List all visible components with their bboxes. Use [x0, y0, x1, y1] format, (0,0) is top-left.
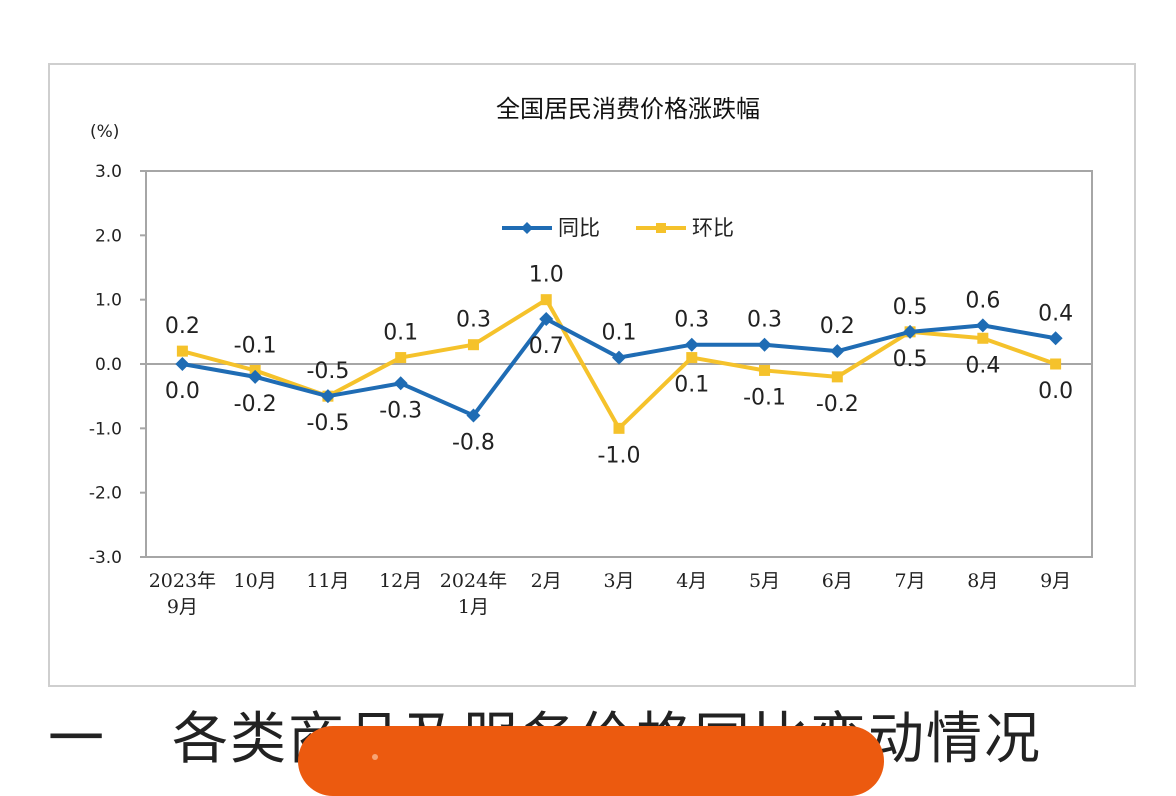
yoy-point-marker	[612, 350, 626, 365]
mom-data-label: 0.3	[456, 308, 491, 333]
yoy-point-marker	[830, 344, 845, 359]
mom-point-marker	[831, 371, 843, 383]
y-axis-unit: (%)	[90, 122, 119, 142]
chart-title: 全国居民消费价格涨跌幅	[496, 95, 760, 123]
yoy-data-label: -0.3	[379, 398, 422, 423]
mom-data-label: 0.1	[383, 321, 418, 346]
x-tick-label: 10月	[234, 570, 277, 592]
mom-data-label: -0.2	[816, 392, 859, 417]
yoy-data-label: 0.2	[820, 314, 855, 339]
x-tick-line: 2023年	[149, 570, 216, 592]
mom-point-marker	[1050, 358, 1062, 370]
mom-data-label: 0.4	[965, 353, 1000, 378]
yoy-data-label: -0.5	[306, 411, 349, 436]
y-tick-label: 2.0	[95, 226, 122, 246]
x-tick-label: 11月	[306, 570, 349, 592]
mom-point-marker	[686, 352, 698, 364]
yoy-point-marker	[757, 337, 772, 352]
x-tick-label: 5月	[749, 570, 780, 592]
yoy-point-marker	[975, 318, 990, 333]
promo-banner-button[interactable]	[298, 726, 884, 796]
yoy-data-label: 0.6	[965, 288, 1000, 313]
mom-point-marker	[613, 422, 625, 434]
x-tick-line: 7月	[895, 570, 926, 592]
legend-label: 同比	[558, 216, 600, 240]
yoy-point-marker	[903, 324, 918, 339]
promo-dot-icon	[372, 754, 378, 760]
mom-data-label: 0.5	[893, 295, 928, 320]
x-tick-label: 9月	[1040, 570, 1071, 592]
yoy-data-label: 0.5	[893, 347, 928, 372]
cpi-line-chart: 全国居民消费价格涨跌幅 (%) 3.0 2.0 1.0 0.0 -1.0 -2.0 -3.0…	[89, 95, 1093, 618]
y-tick-label: 0.0	[95, 355, 122, 375]
x-tick-label: 2024年 1月	[440, 570, 507, 618]
x-tick-line: 6月	[822, 570, 853, 592]
yoy-data-label: -0.2	[234, 392, 277, 417]
chart-legend: 同比 环比	[502, 216, 734, 240]
yoy-point-marker	[248, 369, 263, 384]
mom-data-label: 0.1	[674, 373, 709, 398]
x-tick-label: 3月	[603, 570, 634, 592]
yoy-point-marker	[539, 311, 554, 326]
x-tick-line: 8月	[967, 570, 998, 592]
x-tick-line: 10月	[234, 570, 277, 592]
x-tick-line: 5月	[749, 570, 780, 592]
yoy-point-marker	[393, 376, 408, 391]
yoy-data-label: 0.4	[1038, 301, 1073, 326]
mom-data-label: -0.5	[306, 359, 349, 384]
mom-data-label: -0.1	[234, 333, 277, 358]
y-tick-label: -3.0	[89, 548, 122, 568]
x-tick-line: 2月	[531, 570, 562, 592]
mom-point-marker	[540, 294, 552, 306]
mom-data-label: -0.1	[743, 385, 786, 410]
yoy-data-label: 0.0	[165, 379, 200, 404]
legend-square-icon	[656, 223, 666, 233]
yoy-data-label: 0.3	[674, 308, 709, 333]
x-tick-line: 11月	[306, 570, 349, 592]
mom-point-marker	[467, 339, 479, 351]
x-tick-label: 2月	[531, 570, 562, 592]
y-tick-label: -2.0	[89, 484, 122, 504]
yoy-data-label: -0.8	[452, 430, 495, 455]
section-number: 一	[48, 707, 106, 772]
mom-point-marker	[395, 352, 407, 364]
x-tick-label: 12月	[379, 570, 422, 592]
mom-point-marker	[176, 345, 188, 357]
x-tick-line: 4月	[676, 570, 707, 592]
yoy-data-label: 0.7	[529, 334, 564, 359]
yoy-point-marker	[684, 337, 699, 352]
yoy-data-label: 0.1	[602, 321, 637, 346]
x-tick-label: 2023年 9月	[149, 570, 216, 618]
x-tick-line: 9月	[167, 596, 198, 618]
yoy-point-marker	[466, 408, 481, 423]
chart-frame: 全国居民消费价格涨跌幅 (%) 3.0 2.0 1.0 0.0 -1.0 -2.0 -3.0…	[48, 63, 1136, 687]
yoy-point-marker	[175, 357, 190, 371]
mom-data-label: -1.0	[598, 443, 641, 468]
y-tick-label: 3.0	[95, 162, 122, 182]
mom-data-label: 0.0	[1038, 379, 1073, 404]
x-tick-line: 9月	[1040, 570, 1071, 592]
x-tick-label: 8月	[967, 570, 998, 592]
x-tick-label: 6月	[822, 570, 853, 592]
legend-label: 环比	[692, 216, 734, 240]
mom-point-marker	[759, 364, 771, 376]
y-tick-label: 1.0	[95, 291, 122, 311]
legend-diamond-icon	[521, 222, 533, 234]
x-tick-line: 1月	[458, 596, 489, 618]
x-tick-label: 4月	[676, 570, 707, 592]
yoy-point-marker	[1048, 331, 1063, 346]
mom-data-label: 1.0	[529, 263, 564, 288]
mom-point-marker	[977, 332, 989, 344]
yoy-point-marker	[320, 389, 335, 404]
yoy-data-label: 0.3	[747, 308, 782, 333]
x-tick-label: 7月	[895, 570, 926, 592]
x-tick-line: 2024年	[440, 570, 507, 592]
x-tick-line: 12月	[379, 570, 422, 592]
mom-data-label: 0.2	[165, 314, 200, 339]
y-tick-label: -1.0	[89, 419, 122, 439]
x-tick-line: 3月	[603, 570, 634, 592]
